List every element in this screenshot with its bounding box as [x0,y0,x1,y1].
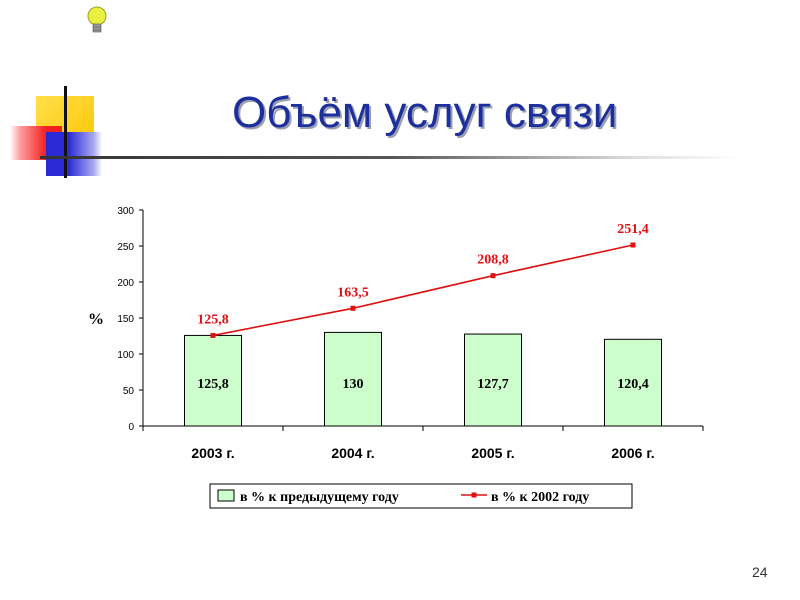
bar [464,333,522,427]
title-underline [40,156,740,159]
line-data-label: 251,4 [617,222,649,237]
deco-blue-block [46,132,102,176]
x-tick-label: 2003 г. [191,445,234,461]
legend-box [209,483,633,509]
x-axis-labels: 2003 г. 2004 г. 2005 г. 2006 г. [191,445,654,461]
bar [604,338,662,427]
legend-swatch-marker [471,492,477,498]
y-tick-label: 100 [117,350,134,361]
x-tick-label: 2006 г. [611,445,654,461]
line-data-label: 208,8 [477,253,509,268]
y-tick-label: 300 [117,206,134,217]
legend: в % к предыдущему году в % к 2002 году [209,483,633,509]
y-axis-label: % [88,311,104,328]
legend-swatch-bar [217,489,235,502]
line-data-label: 125,8 [197,312,229,327]
line-marker [490,273,496,279]
bar-data-label: 127,7 [477,377,509,392]
x-tick-label: 2004 г. [331,445,374,461]
y-tick-label: 0 [128,422,134,433]
y-tick-label: 250 [117,242,134,253]
lightbulb-icon [87,6,107,33]
y-tick-label: 200 [117,278,134,289]
line-data-label: 163,5 [337,285,369,300]
line-series: 125,8 163,5 208,8 251,4 [197,222,649,338]
line-marker [210,332,216,338]
series-line [212,244,634,337]
slide-title: Объём услуг связи [232,88,618,137]
legend-label-line: в % к 2002 году [491,490,589,505]
legend-label-bar: в % к предыдущему году [240,490,399,505]
line-marker [350,305,356,311]
bar [324,331,382,427]
deco-vertical-line [64,86,67,178]
bar-data-label: 130 [343,377,364,392]
page-number: 24 [752,564,768,580]
bar-data-label: 125,8 [197,377,229,392]
bar [184,334,242,427]
y-tick-label: 150 [117,314,134,325]
line-marker [630,242,636,248]
x-tick-label: 2005 г. [471,445,514,461]
bar-data-label: 120,4 [617,377,649,392]
bar-series: 125,8 130 127,7 120,4 [184,331,662,427]
y-tick-label: 50 [123,386,135,397]
